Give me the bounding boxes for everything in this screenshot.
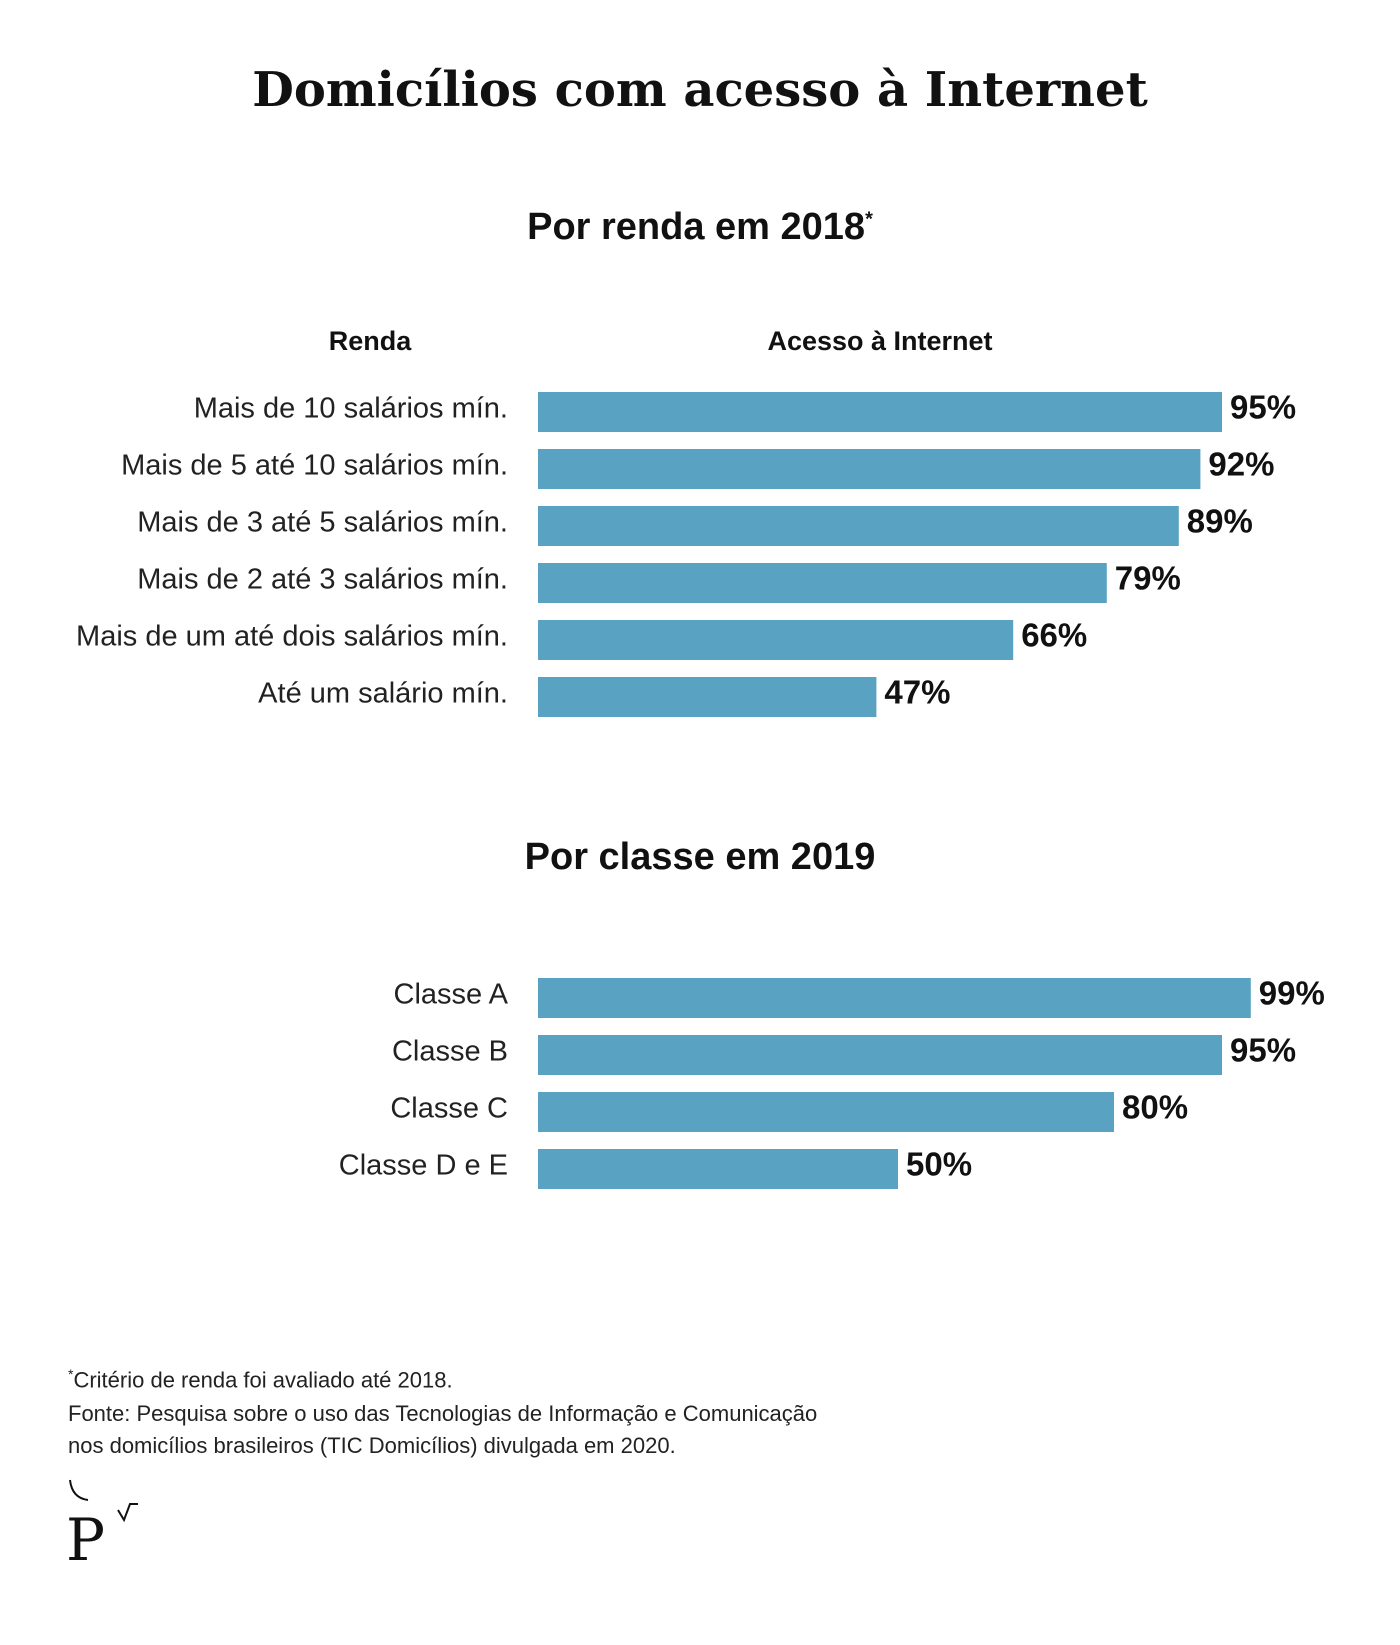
- category-label: Classe C: [390, 1093, 508, 1125]
- value-label: 80%: [1122, 1089, 1188, 1126]
- section-class-title-text: Por classe em 2019: [524, 836, 876, 878]
- bar: [538, 978, 1251, 1018]
- logo-letter: P: [66, 1506, 105, 1566]
- bar: [538, 449, 1201, 489]
- section-class-title: Por classe em 2019: [0, 836, 1400, 879]
- bar: [538, 563, 1107, 603]
- value-label: 66%: [1021, 617, 1087, 654]
- column-header-acesso: Acesso à Internet: [767, 326, 993, 356]
- chart-income: Mais de 10 salários mín. 95% Mais de 5 até…: [76, 389, 1296, 717]
- value-label: 79%: [1115, 560, 1181, 597]
- bar: [538, 506, 1179, 546]
- category-label: Mais de 10 salários mín.: [194, 393, 508, 425]
- value-label: 95%: [1230, 1032, 1296, 1069]
- value-label: 47%: [884, 674, 950, 711]
- value-label: 95%: [1230, 389, 1296, 426]
- chart-class: Classe A 99% Classe B 95% Classe C 80% Classe …: [339, 975, 1325, 1189]
- bar: [538, 1092, 1114, 1132]
- category-label: Até um salário mín.: [258, 678, 508, 710]
- page-title: Domicílios com acesso à Internet: [252, 62, 1148, 118]
- category-label: Classe B: [392, 1036, 508, 1068]
- section-income-title-text: Por renda em 2018: [527, 206, 866, 248]
- column-header-renda: Renda: [328, 326, 412, 356]
- value-label: 92%: [1208, 446, 1274, 483]
- category-label: Mais de 5 até 10 salários mín.: [121, 450, 508, 482]
- footnote-fonte: Fonte: Pesquisa sobre o uso das Tecnolog…: [68, 1398, 817, 1462]
- footnote-criterio-text: Critério de renda foi avaliado até 2018.: [73, 1367, 453, 1393]
- bar: [538, 1035, 1222, 1075]
- footnote-mark: *: [68, 1366, 74, 1382]
- bar: [538, 620, 1014, 660]
- bar: [538, 1149, 898, 1189]
- section-income-title: Por renda em 2018*: [0, 206, 1400, 249]
- value-label: 50%: [906, 1146, 972, 1183]
- category-label: Classe D e E: [339, 1150, 508, 1182]
- footnote-criterio: *Critério de renda foi avaliado até 2018…: [68, 1358, 453, 1396]
- footnote-fonte-line1: Fonte: Pesquisa sobre o uso das Tecnolog…: [68, 1401, 818, 1426]
- bar: [538, 677, 877, 717]
- value-label: 89%: [1187, 503, 1253, 540]
- value-label: 99%: [1259, 975, 1325, 1012]
- category-label: Mais de um até dois salários mín.: [76, 621, 508, 653]
- category-label: Mais de 2 até 3 salários mín.: [137, 564, 508, 596]
- footnote-fonte-line2: nos domicílios brasileiros (TIC Domicíli…: [68, 1433, 676, 1458]
- category-label: Mais de 3 até 5 salários mín.: [137, 507, 508, 539]
- bar: [538, 392, 1222, 432]
- section-income-title-mark: *: [865, 208, 873, 231]
- poder360-logo-icon: P: [66, 1479, 138, 1566]
- category-label: Classe A: [394, 979, 509, 1011]
